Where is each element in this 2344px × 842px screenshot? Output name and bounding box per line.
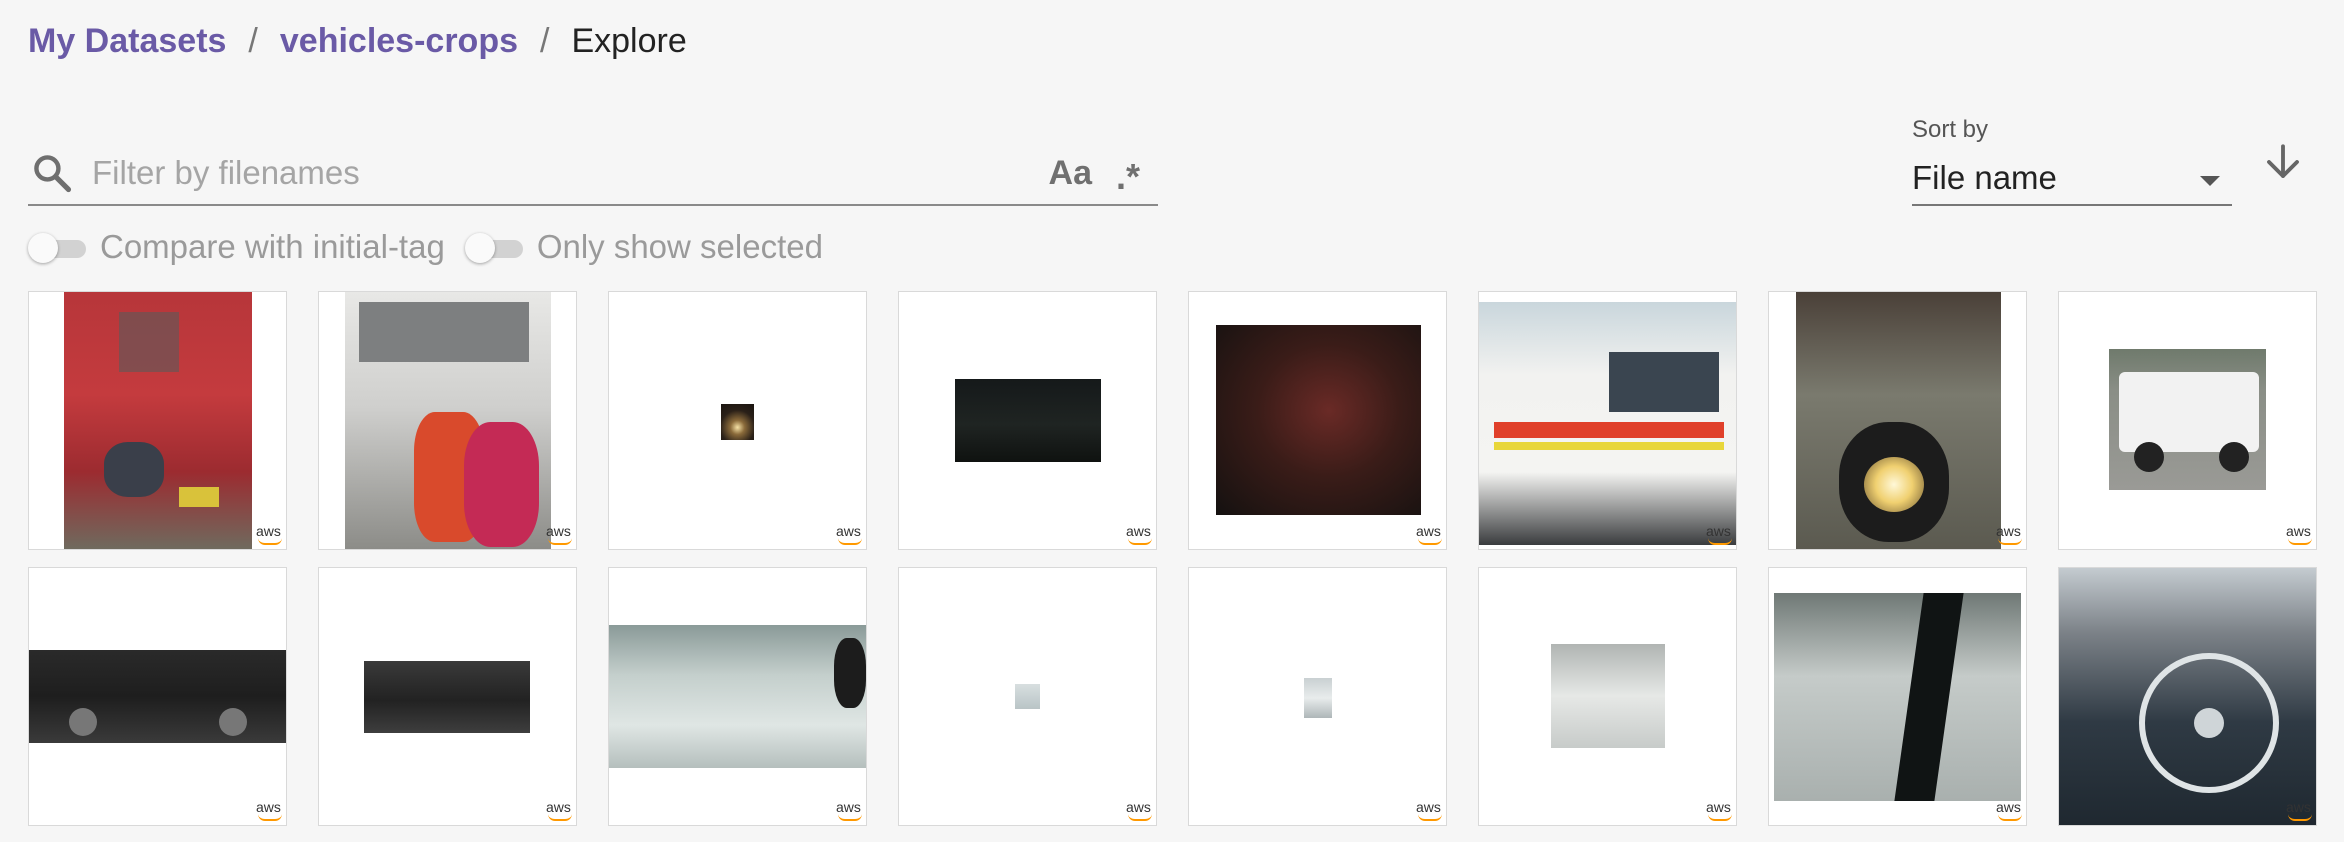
chevron-down-icon xyxy=(2200,176,2220,186)
sort-value: File name xyxy=(1912,159,2057,196)
image-thumbnail[interactable]: aws xyxy=(28,567,287,826)
image-thumbnail[interactable]: aws xyxy=(28,291,287,550)
thumbnail-image xyxy=(1774,593,2021,801)
aws-watermark: aws xyxy=(1996,524,2022,545)
image-thumbnail[interactable]: aws xyxy=(1478,567,1737,826)
toggle-label: Compare with initial-tag xyxy=(100,228,445,265)
thumbnail-image xyxy=(1216,325,1421,515)
sort-label: Sort by xyxy=(1912,116,1989,143)
image-thumbnail[interactable]: aws xyxy=(898,291,1157,550)
aws-watermark: aws xyxy=(1126,800,1152,821)
aws-watermark: aws xyxy=(1706,800,1732,821)
image-thumbnail[interactable]: aws xyxy=(898,567,1157,826)
image-thumbnail[interactable]: aws xyxy=(1188,567,1447,826)
image-thumbnail[interactable]: aws xyxy=(608,567,867,826)
toggle-label: Only show selected xyxy=(536,228,823,265)
filename-filter: Aa .* xyxy=(28,142,1158,206)
image-thumbnail[interactable]: aws xyxy=(1768,567,2027,826)
breadcrumb-current: Explore xyxy=(571,22,687,60)
image-thumbnail[interactable]: aws xyxy=(318,567,577,826)
aws-watermark: aws xyxy=(2286,800,2312,821)
switch[interactable] xyxy=(28,231,86,263)
aws-watermark: aws xyxy=(546,524,572,545)
thumbnail-image xyxy=(1551,644,1665,748)
aws-watermark: aws xyxy=(1126,524,1152,545)
aws-watermark: aws xyxy=(2286,524,2312,545)
thumbnail-image xyxy=(364,661,530,733)
only-show-selected-toggle[interactable]: Only show selected xyxy=(464,228,823,266)
thumbnail-image xyxy=(1304,678,1332,718)
image-thumbnail[interactable]: aws xyxy=(1188,291,1447,550)
compare-initial-tag-toggle[interactable]: Compare with initial-tag xyxy=(28,228,445,266)
aws-watermark: aws xyxy=(1996,800,2022,821)
regex-toggle[interactable]: .* xyxy=(1115,156,1140,197)
aws-watermark: aws xyxy=(836,800,862,821)
switch[interactable] xyxy=(464,231,523,263)
breadcrumb-dataset[interactable]: vehicles-crops xyxy=(279,22,518,60)
image-thumbnail[interactable]: aws xyxy=(2058,567,2317,826)
view-toggles: Compare with initial-tag Only show selec… xyxy=(28,228,843,266)
search-icon xyxy=(34,155,72,193)
breadcrumb: My Datasets / vehicles-crops / Explore xyxy=(28,22,687,61)
aws-watermark: aws xyxy=(1416,800,1442,821)
image-thumbnail[interactable]: aws xyxy=(608,291,867,550)
aws-watermark: aws xyxy=(546,800,572,821)
thumbnail-image xyxy=(1015,684,1040,709)
aws-watermark: aws xyxy=(836,524,862,545)
image-thumbnail[interactable]: aws xyxy=(1478,291,1737,550)
aws-watermark: aws xyxy=(256,800,282,821)
breadcrumb-separator: / xyxy=(248,22,258,60)
sort-select[interactable]: File name xyxy=(1912,152,2232,206)
sort-control: Sort by File name xyxy=(1912,116,2232,206)
breadcrumb-my-datasets[interactable]: My Datasets xyxy=(28,22,227,60)
thumbnail-image xyxy=(955,379,1101,462)
aws-watermark: aws xyxy=(256,524,282,545)
match-case-toggle[interactable]: Aa xyxy=(1048,153,1092,192)
breadcrumb-separator: / xyxy=(540,22,550,60)
image-thumbnail[interactable]: aws xyxy=(318,291,577,550)
thumbnail-image xyxy=(609,625,866,768)
image-grid: aws aws aws aws aws aws aws aws xyxy=(28,291,2317,826)
thumbnail-image xyxy=(721,404,754,440)
image-thumbnail[interactable]: aws xyxy=(1768,291,2027,550)
thumbnail-image xyxy=(29,650,286,743)
arrow-down-icon[interactable] xyxy=(2262,140,2304,184)
aws-watermark: aws xyxy=(1416,524,1442,545)
image-thumbnail[interactable]: aws xyxy=(2058,291,2317,550)
aws-watermark: aws xyxy=(1706,524,1732,545)
search-input[interactable] xyxy=(90,147,1049,199)
